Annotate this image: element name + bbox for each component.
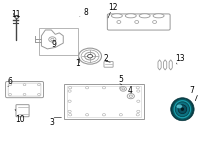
Text: 13: 13 bbox=[175, 54, 185, 62]
Circle shape bbox=[137, 100, 140, 102]
Text: 6: 6 bbox=[8, 77, 13, 86]
Text: 8: 8 bbox=[83, 8, 88, 17]
Circle shape bbox=[117, 21, 121, 23]
FancyBboxPatch shape bbox=[8, 83, 41, 96]
Circle shape bbox=[69, 87, 72, 89]
Circle shape bbox=[49, 37, 56, 42]
Polygon shape bbox=[158, 60, 161, 70]
Circle shape bbox=[68, 90, 71, 92]
Ellipse shape bbox=[173, 99, 192, 119]
Ellipse shape bbox=[125, 14, 136, 18]
Text: 5: 5 bbox=[118, 75, 123, 84]
Circle shape bbox=[136, 114, 139, 116]
Circle shape bbox=[9, 84, 12, 86]
Ellipse shape bbox=[139, 14, 150, 18]
Polygon shape bbox=[164, 60, 167, 70]
Circle shape bbox=[137, 90, 140, 92]
Circle shape bbox=[137, 110, 140, 113]
Circle shape bbox=[127, 93, 134, 99]
Ellipse shape bbox=[178, 105, 187, 114]
Circle shape bbox=[51, 38, 54, 41]
Text: 10: 10 bbox=[16, 115, 25, 124]
Text: 9: 9 bbox=[52, 40, 57, 49]
FancyBboxPatch shape bbox=[67, 86, 141, 117]
Ellipse shape bbox=[181, 107, 184, 111]
Circle shape bbox=[86, 114, 89, 116]
Ellipse shape bbox=[153, 14, 164, 18]
Text: 7: 7 bbox=[189, 86, 194, 95]
Circle shape bbox=[23, 93, 26, 96]
FancyBboxPatch shape bbox=[6, 82, 43, 98]
Circle shape bbox=[15, 15, 19, 18]
FancyBboxPatch shape bbox=[39, 28, 78, 55]
FancyBboxPatch shape bbox=[16, 105, 29, 117]
Circle shape bbox=[135, 21, 139, 23]
Text: 12: 12 bbox=[108, 3, 117, 12]
Ellipse shape bbox=[111, 14, 122, 18]
Ellipse shape bbox=[88, 54, 93, 58]
Circle shape bbox=[68, 110, 71, 113]
Text: 4: 4 bbox=[128, 86, 133, 95]
FancyBboxPatch shape bbox=[64, 84, 144, 119]
Circle shape bbox=[68, 100, 71, 102]
Text: 1: 1 bbox=[75, 59, 80, 68]
Polygon shape bbox=[41, 30, 63, 49]
Circle shape bbox=[102, 114, 106, 116]
Ellipse shape bbox=[79, 48, 101, 64]
FancyBboxPatch shape bbox=[104, 62, 113, 67]
Circle shape bbox=[102, 87, 106, 89]
Circle shape bbox=[136, 87, 139, 89]
Circle shape bbox=[23, 84, 26, 86]
Circle shape bbox=[122, 88, 125, 90]
Ellipse shape bbox=[175, 102, 190, 117]
Circle shape bbox=[120, 87, 126, 91]
Circle shape bbox=[86, 87, 89, 89]
Circle shape bbox=[69, 114, 72, 116]
Circle shape bbox=[38, 84, 40, 86]
Circle shape bbox=[153, 21, 157, 23]
Ellipse shape bbox=[85, 52, 96, 60]
FancyBboxPatch shape bbox=[107, 14, 170, 30]
Ellipse shape bbox=[81, 50, 99, 62]
Circle shape bbox=[38, 93, 40, 96]
Circle shape bbox=[9, 93, 12, 96]
Circle shape bbox=[119, 114, 122, 116]
Text: 3: 3 bbox=[49, 118, 54, 127]
Text: 2: 2 bbox=[104, 54, 109, 62]
Polygon shape bbox=[169, 60, 172, 70]
Circle shape bbox=[119, 87, 122, 89]
Ellipse shape bbox=[171, 98, 194, 121]
Text: 11: 11 bbox=[12, 10, 21, 19]
Ellipse shape bbox=[177, 105, 182, 108]
Circle shape bbox=[129, 95, 132, 97]
